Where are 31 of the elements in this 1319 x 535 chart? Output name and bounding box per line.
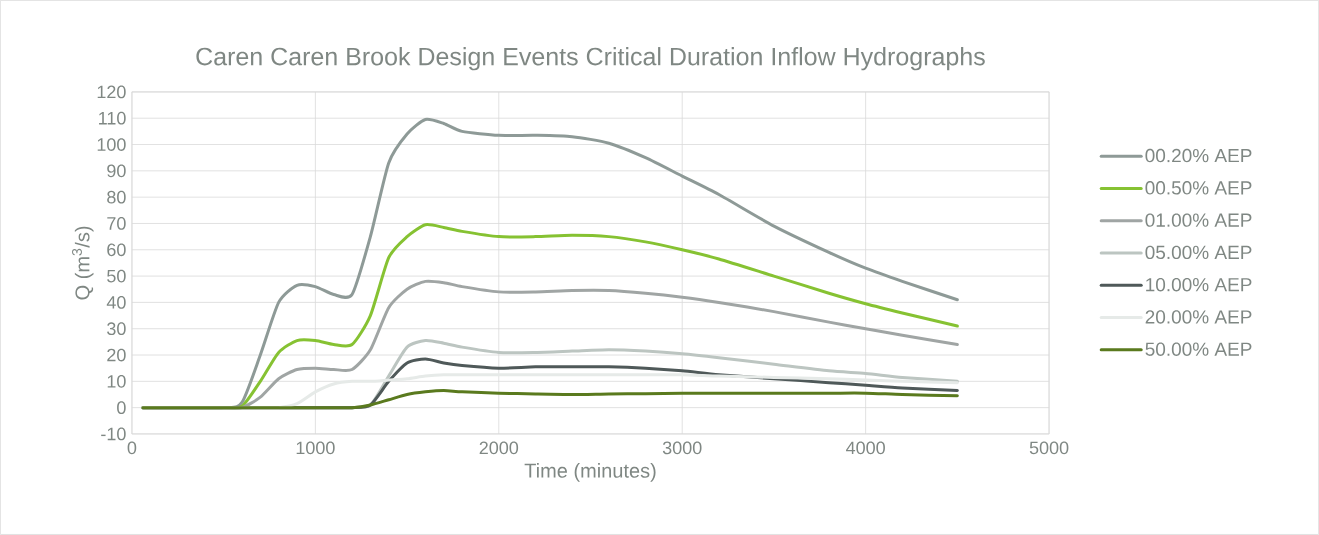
x-tick-label: 2000 xyxy=(479,441,519,455)
y-tick-label: 70 xyxy=(107,217,126,230)
x-tick-label: 5000 xyxy=(1029,441,1069,455)
y-axis-title: Q (m$^{3}$/s) xyxy=(72,226,94,300)
x-tick-label: 4000 xyxy=(846,441,885,455)
y-tick-label: 90 xyxy=(107,164,126,178)
legend-label: 01.00% AEP xyxy=(1145,213,1252,227)
legend-label: 10.00% AEP xyxy=(1146,277,1252,292)
x-axis-title: Time (minutes) xyxy=(524,463,656,482)
legend-label: 05.00% AEP xyxy=(1145,245,1252,260)
y-tick-label: 40 xyxy=(106,296,126,309)
y-tick-label: 20 xyxy=(107,348,126,362)
line-series xyxy=(141,389,959,410)
y-tick-label: 0 xyxy=(117,401,126,415)
y-tick-label: 30 xyxy=(107,322,126,336)
y-tick-label: 110 xyxy=(99,111,126,125)
legend-label: 00.20% AEP xyxy=(1145,148,1252,163)
legend-label: 50.00% AEP xyxy=(1145,342,1252,356)
y-tick-label: 50 xyxy=(107,269,126,283)
y-tick-label: 100 xyxy=(97,138,126,151)
x-tick-label: 0 xyxy=(127,441,137,455)
y-tick-label: 80 xyxy=(107,190,126,204)
y-tick-label: -10 xyxy=(101,427,126,441)
legend-label: 20.00% AEP xyxy=(1145,310,1252,324)
y-tick-label: 60 xyxy=(107,243,126,257)
y-tick-label: 120 xyxy=(97,85,126,99)
x-tick-label: 1000 xyxy=(296,441,335,455)
x-tick-label: 3000 xyxy=(662,441,702,455)
legend-label: 00.50% AEP xyxy=(1145,181,1252,195)
y-tick-label: 10 xyxy=(107,375,126,388)
chart-title: Caren Caren Brook Design Events Critical Duration Inflow Hydrographs xyxy=(196,47,985,71)
